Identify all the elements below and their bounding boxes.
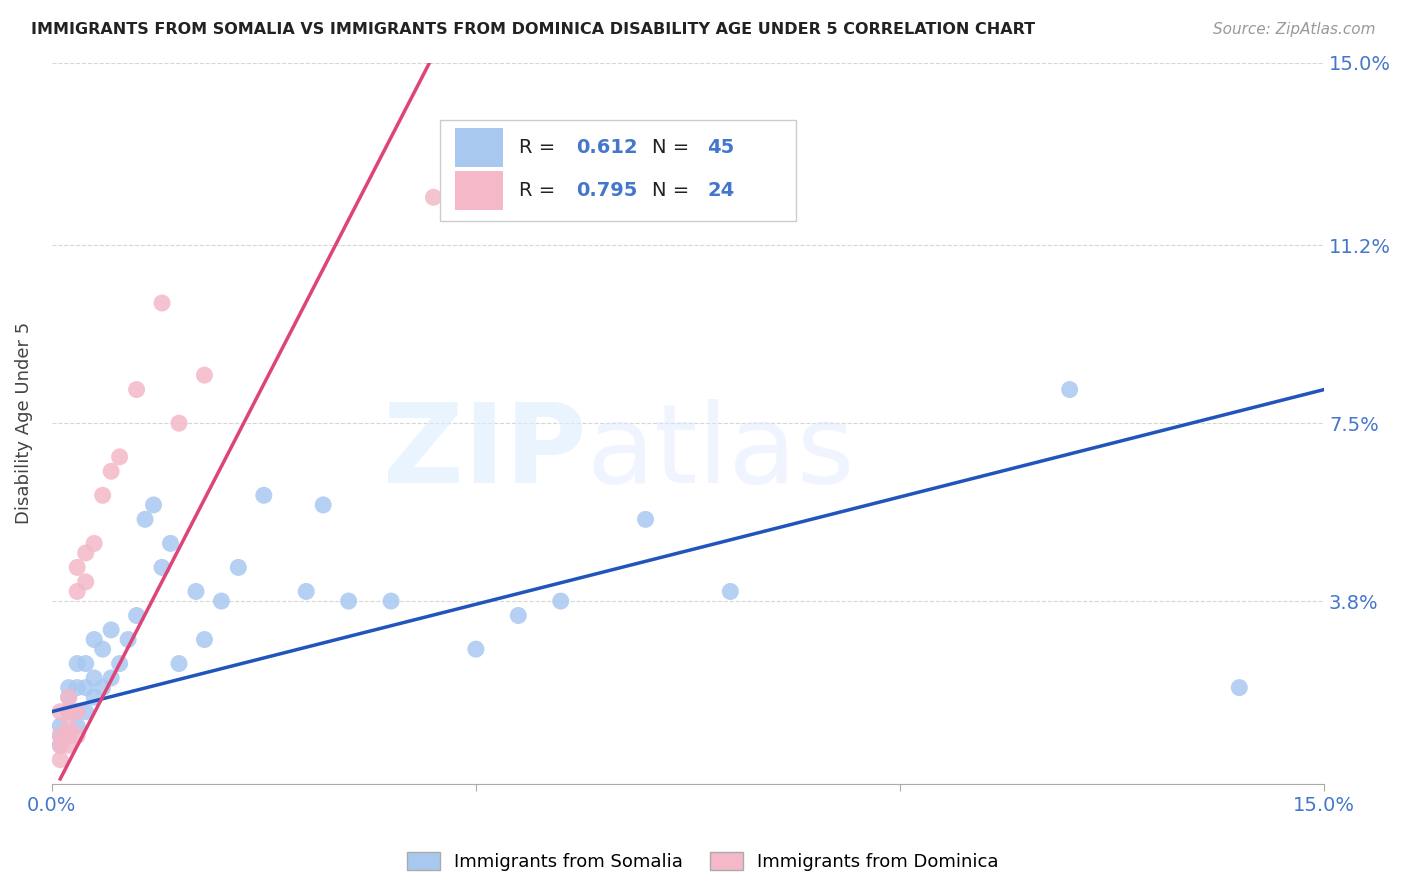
- Point: [58, 719, 80, 733]
- Text: Source: ZipAtlas.com: Source: ZipAtlas.com: [1212, 22, 1375, 37]
- Point: [83, 690, 105, 705]
- Point: [150, 296, 173, 310]
- Point: [49, 729, 72, 743]
- Point: [634, 512, 657, 526]
- Point: [100, 623, 122, 637]
- Point: [108, 450, 131, 464]
- Text: N =: N =: [652, 181, 696, 201]
- Point: [91, 681, 114, 695]
- Text: atlas: atlas: [586, 399, 855, 506]
- Point: [337, 594, 360, 608]
- Point: [167, 416, 190, 430]
- Point: [209, 594, 232, 608]
- Text: R =: R =: [519, 138, 561, 157]
- Point: [75, 574, 97, 589]
- Point: [83, 671, 105, 685]
- Point: [108, 657, 131, 671]
- Legend: Immigrants from Somalia, Immigrants from Dominica: Immigrants from Somalia, Immigrants from…: [401, 846, 1005, 879]
- FancyBboxPatch shape: [456, 170, 503, 211]
- Point: [66, 560, 89, 574]
- Point: [49, 753, 72, 767]
- Y-axis label: Disability Age Under 5: Disability Age Under 5: [15, 322, 32, 524]
- Point: [58, 690, 80, 705]
- Text: R =: R =: [519, 181, 561, 201]
- Point: [253, 488, 276, 502]
- Point: [159, 536, 181, 550]
- Point: [49, 719, 72, 733]
- Point: [83, 536, 105, 550]
- Text: 24: 24: [707, 181, 734, 201]
- Point: [117, 632, 139, 647]
- Point: [66, 705, 89, 719]
- Point: [193, 368, 215, 383]
- Point: [295, 584, 318, 599]
- Text: 0.612: 0.612: [576, 138, 637, 157]
- Point: [91, 642, 114, 657]
- Point: [66, 657, 89, 671]
- Point: [312, 498, 335, 512]
- Point: [1059, 383, 1081, 397]
- Point: [100, 464, 122, 478]
- Point: [66, 584, 89, 599]
- Text: N =: N =: [652, 138, 696, 157]
- Point: [66, 729, 89, 743]
- Text: 0.795: 0.795: [576, 181, 637, 201]
- Point: [58, 729, 80, 743]
- Point: [125, 608, 148, 623]
- Point: [184, 584, 207, 599]
- Point: [142, 498, 165, 512]
- Point: [49, 739, 72, 753]
- Point: [66, 705, 89, 719]
- Point: [150, 560, 173, 574]
- Point: [75, 546, 97, 560]
- Point: [134, 512, 156, 526]
- Point: [58, 705, 80, 719]
- Point: [718, 584, 741, 599]
- Point: [58, 690, 80, 705]
- Point: [380, 594, 402, 608]
- Point: [58, 729, 80, 743]
- Point: [58, 681, 80, 695]
- Point: [193, 632, 215, 647]
- Text: IMMIGRANTS FROM SOMALIA VS IMMIGRANTS FROM DOMINICA DISABILITY AGE UNDER 5 CORRE: IMMIGRANTS FROM SOMALIA VS IMMIGRANTS FR…: [31, 22, 1035, 37]
- Point: [58, 739, 80, 753]
- Point: [167, 657, 190, 671]
- Point: [49, 739, 72, 753]
- Point: [100, 671, 122, 685]
- Point: [550, 594, 572, 608]
- Point: [58, 705, 80, 719]
- FancyBboxPatch shape: [456, 128, 503, 167]
- Point: [66, 681, 89, 695]
- Point: [228, 560, 250, 574]
- Point: [75, 705, 97, 719]
- Point: [422, 190, 444, 204]
- Point: [75, 657, 97, 671]
- Point: [83, 632, 105, 647]
- Point: [75, 681, 97, 695]
- Point: [49, 729, 72, 743]
- Text: 45: 45: [707, 138, 734, 157]
- Point: [91, 488, 114, 502]
- Point: [1227, 681, 1250, 695]
- Point: [464, 642, 486, 657]
- Text: ZIP: ZIP: [382, 399, 586, 506]
- FancyBboxPatch shape: [440, 120, 796, 221]
- Point: [49, 705, 72, 719]
- Point: [508, 608, 530, 623]
- Point: [66, 719, 89, 733]
- Point: [125, 383, 148, 397]
